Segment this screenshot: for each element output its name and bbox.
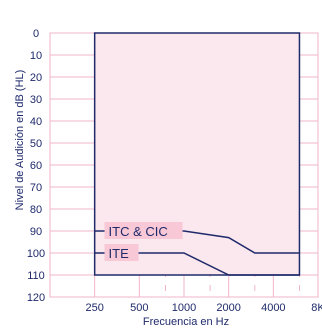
- series-label-bg: [104, 244, 139, 261]
- y-tick-label: 20: [30, 72, 42, 84]
- x-tick-label: 4000: [261, 302, 285, 314]
- series-label-bg: [104, 222, 183, 239]
- y-tick-label: 50: [30, 138, 42, 150]
- y-tick-label: 100: [27, 248, 45, 260]
- y-tick-label: 60: [30, 160, 42, 172]
- series-line-1: [94, 252, 300, 276]
- x-tick-label: 2000: [216, 302, 240, 314]
- y-tick-label: 80: [30, 204, 42, 216]
- y-axis-label: Nivel de Audición en dB (HL): [14, 70, 26, 211]
- y-tick-label: 120: [27, 292, 45, 304]
- shaded-region-border: [93, 32, 301, 276]
- x-tick-label: 250: [85, 302, 103, 314]
- x-tick-label: 8K: [311, 302, 322, 314]
- y-tick-label: 0: [33, 28, 39, 40]
- x-axis-label: Frecuencia en Hz: [143, 316, 229, 328]
- y-tick-label: 70: [30, 182, 42, 194]
- y-tick-label: 30: [30, 94, 42, 106]
- x-tick-label: 1000: [172, 302, 196, 314]
- series-label: ITE: [109, 246, 130, 261]
- y-tick-label: 40: [30, 116, 42, 128]
- tick-labels: 0 10 20 30 40 50 60 70 80 90 100 110 120 250 500 1000 20…: [27, 28, 322, 314]
- plot-area: ITC & CIC ITE: [93, 32, 301, 276]
- y-tick-label: 110: [27, 270, 45, 282]
- series-label: ITC & CIC: [109, 224, 168, 239]
- y-tick-label: 10: [30, 50, 42, 62]
- y-tick-label: 90: [30, 226, 42, 238]
- x-tick-label: 500: [130, 302, 148, 314]
